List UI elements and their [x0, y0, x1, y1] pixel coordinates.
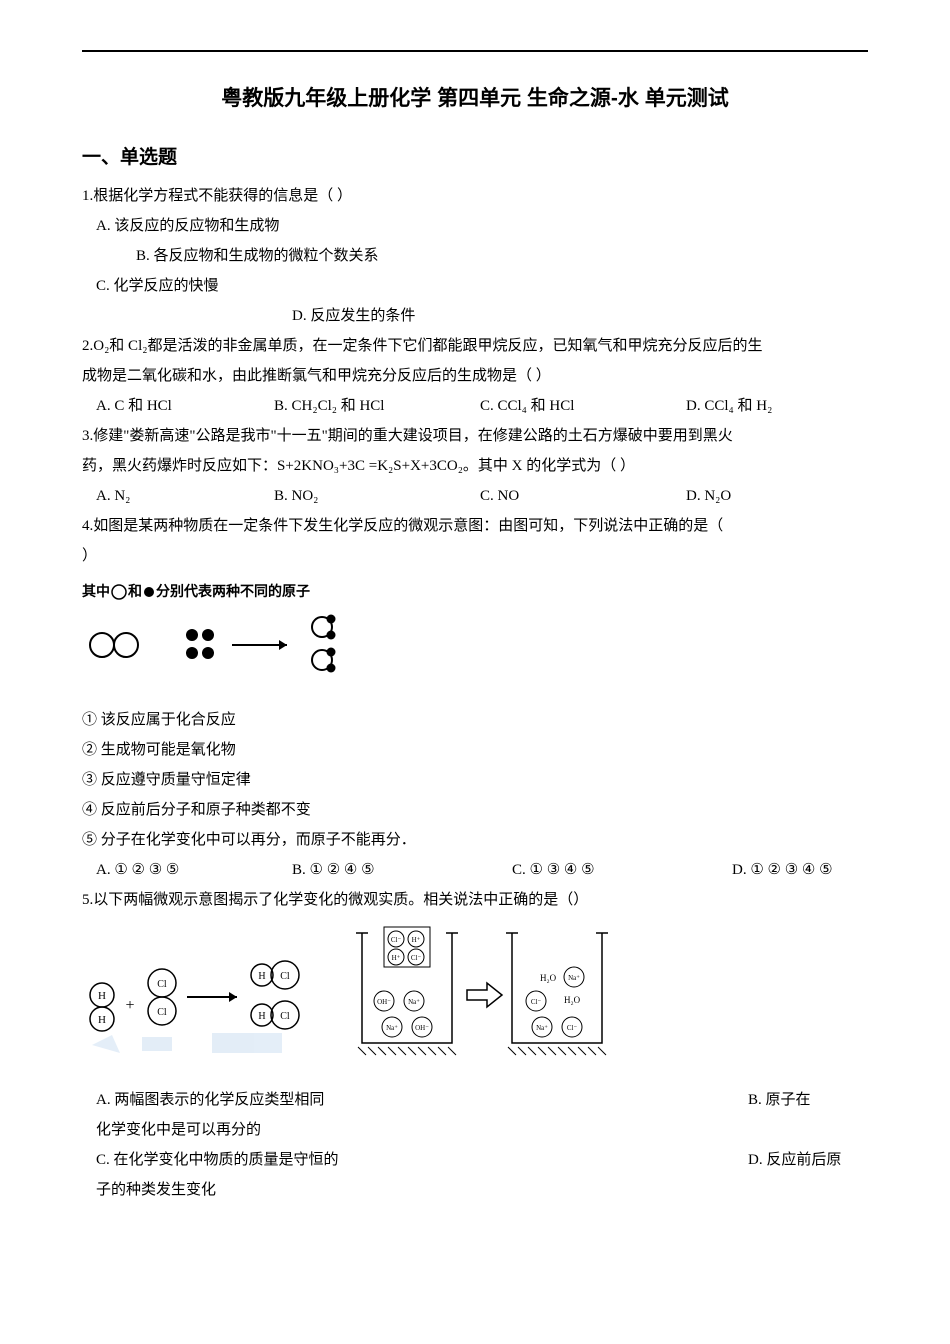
q2-option-a: A. C 和 HCl [96, 391, 274, 421]
q5-diagram: H H + Cl Cl H Cl H Cl [82, 925, 868, 1070]
top-divider [82, 50, 868, 52]
question-3-stem-line2: 药，黑火药爆炸时反应如下：S+2KNO₃+3C =K₂S+X+3CO₂。其中 X… [82, 451, 868, 481]
q4-diagram-caption: 其中和其中○和●分别代表两种不同的原子分别代表两种不同的原子 [82, 581, 868, 601]
q2-option-d: D. CCl₄ 和 H₂ [686, 391, 868, 421]
svg-text:Na⁺: Na⁺ [568, 974, 580, 982]
q3-option-d: D. N₂O [686, 481, 868, 511]
document-page: 粤教版九年级上册化学 第四单元 生命之源-水 单元测试 一、单选题 1.根据化学… [0, 0, 950, 1245]
svg-text:OH⁻: OH⁻ [415, 1024, 429, 1032]
svg-text:OH⁻: OH⁻ [377, 998, 391, 1006]
q5-options: A. 两幅图表示的化学反应类型相同 B. 原子在 化学变化中是可以再分的 C. … [82, 1085, 868, 1205]
svg-text:Na⁺: Na⁺ [408, 998, 420, 1006]
q4-statement-2: ② 生成物可能是氧化物 [82, 735, 868, 765]
svg-text:Cl⁻: Cl⁻ [411, 954, 422, 962]
q4-statement-4: ④ 反应前后分子和原子种类都不变 [82, 795, 868, 825]
filled-circle-icon [142, 585, 156, 599]
q3-option-c: C. NO [480, 481, 686, 511]
q1-option-d: D. 反应发生的条件 [82, 301, 868, 331]
svg-text:H₂O: H₂O [540, 973, 557, 983]
open-circle-icon [110, 583, 128, 601]
svg-text:Cl: Cl [280, 971, 290, 982]
svg-text:H₂O: H₂O [564, 995, 581, 1005]
q4-option-c: C. ① ③ ④ ⑤ [512, 855, 732, 885]
svg-text:Cl: Cl [157, 979, 167, 990]
q4-options-row: A. ① ② ③ ⑤ B. ① ② ④ ⑤ C. ① ③ ④ ⑤ D. ① ② … [82, 855, 868, 885]
q4-option-d: D. ① ② ③ ④ ⑤ [732, 855, 868, 885]
question-3-stem-line1: 3.修建"娄新高速"公路是我市"十一五"期间的重大建设项目，在修建公路的土石方爆… [82, 421, 868, 451]
q4-statement-3: ③ 反应遵守质量守恒定律 [82, 765, 868, 795]
q5-option-b-part2: 化学变化中是可以再分的 [96, 1115, 868, 1145]
svg-text:H: H [98, 990, 106, 1002]
question-2-stem-line2: 成物是二氧化碳和水，由此推断氯气和甲烷充分反应后的生成物是（ ） [82, 361, 868, 391]
q5-option-d-part1: D. 反应前后原 [748, 1145, 868, 1175]
section-heading: 一、单选题 [82, 142, 868, 169]
svg-text:H⁺: H⁺ [412, 936, 421, 944]
q4-statement-5: ⑤ 分子在化学变化中可以再分，而原子不能再分． [82, 825, 868, 855]
q5-option-d-part2: 子的种类发生变化 [96, 1175, 868, 1205]
q5-reaction-diagram: H H + Cl Cl H Cl H Cl [82, 925, 612, 1065]
svg-text:Na⁺: Na⁺ [536, 1024, 548, 1032]
q2-option-c: C. CCl₄ 和 HCl [480, 391, 686, 421]
question-1-stem: 1.根据化学方程式不能获得的信息是（ ） [82, 181, 868, 211]
q4-option-b: B. ① ② ④ ⑤ [292, 855, 512, 885]
question-4-stem-line2: ） [82, 541, 868, 571]
document-title: 粤教版九年级上册化学 第四单元 生命之源-水 单元测试 [82, 82, 868, 112]
q1-option-c: C. 化学反应的快慢 [82, 271, 868, 301]
q5-option-b-part1: B. 原子在 [748, 1085, 868, 1115]
q4-statement-1: ① 该反应属于化合反应 [82, 705, 868, 735]
svg-text:H⁺: H⁺ [392, 954, 401, 962]
q4-option-a: A. ① ② ③ ⑤ [96, 855, 292, 885]
svg-text:Cl⁻: Cl⁻ [391, 936, 402, 944]
q1-option-a: A. 该反应的反应物和生成物 [82, 211, 868, 241]
q4-diagram: 其中和其中○和●分别代表两种不同的原子分别代表两种不同的原子 [82, 581, 868, 690]
svg-text:H: H [98, 1014, 106, 1026]
svg-text:Cl: Cl [157, 1007, 167, 1018]
q4-reaction-diagram [82, 605, 382, 685]
q2-option-b: B. CH₂Cl₂ 和 HCl [274, 391, 480, 421]
q3-options-row: A. N₂ B. NO₂ C. NO D. N₂O [82, 481, 868, 511]
q3-option-a: A. N₂ [96, 481, 274, 511]
q2-options-row: A. C 和 HCl B. CH₂Cl₂ 和 HCl C. CCl₄ 和 HCl… [82, 391, 868, 421]
svg-text:Cl: Cl [280, 1011, 290, 1022]
svg-text:Na⁺: Na⁺ [386, 1024, 398, 1032]
question-2-stem-line1: 2.O₂和 Cl₂都是活泼的非金属单质，在一定条件下它们都能跟甲烷反应，已知氧气… [82, 331, 868, 361]
question-4-stem-line1: 4.如图是某两种物质在一定条件下发生化学反应的微观示意图：由图可知，下列说法中正… [82, 511, 868, 541]
q5-option-a: A. 两幅图表示的化学反应类型相同 [96, 1085, 748, 1115]
svg-text:H: H [258, 1011, 265, 1022]
svg-text:+: + [125, 997, 134, 1014]
q1-option-b: B. 各反应物和生成物的微粒个数关系 [82, 241, 868, 271]
q3-option-b: B. NO₂ [274, 481, 480, 511]
svg-text:Cl⁻: Cl⁻ [531, 998, 542, 1006]
q5-option-c: C. 在化学变化中物质的质量是守恒的 [96, 1145, 748, 1175]
svg-text:H: H [258, 971, 265, 982]
question-5-stem: 5.以下两幅微观示意图揭示了化学变化的微观实质。相关说法中正确的是（） [82, 885, 868, 915]
svg-text:Cl⁻: Cl⁻ [567, 1024, 578, 1032]
